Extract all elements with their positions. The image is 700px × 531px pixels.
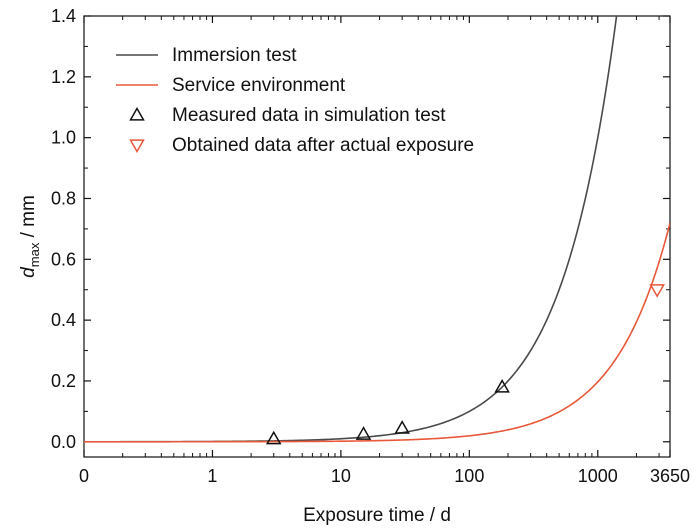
y-axis-label-unit: / mm [18,195,39,243]
x-tick-label: 3650 [650,466,690,486]
plot-frame [83,15,671,458]
x-tick-label: 0 [79,466,89,486]
y-tick-label: 0.0 [51,432,76,452]
series-line-0 [84,16,618,443]
x-axis-label: Exposure time / d [303,505,451,526]
y-tick-label: 1.0 [51,128,76,148]
legend-swatch-marker [129,139,145,154]
y-axis-label: dmax / mm [18,195,42,278]
y-tick-label: 0.4 [51,310,76,330]
x-tick-label: 1 [207,466,217,486]
legend-label: Service environment [172,75,346,96]
axis-ticks: 0 1 10 100 1000 3650 0.0 0.2 0.4 0.6 0.8 1.0 1.2 1.4 [51,6,690,486]
data-point-series-3 [649,284,665,298]
y-axis-label-subscript: max [27,242,42,267]
y-tick-label: 1.2 [51,67,76,87]
data-markers [265,284,665,445]
series-lines [84,16,670,443]
x-tick-label: 100 [454,466,484,486]
data-point-series-2 [494,379,510,393]
legend-swatch-marker [129,106,145,121]
x-tick-label: 10 [331,466,351,486]
legend-label: Measured data in simulation test [172,105,446,126]
y-tick-label: 1.4 [51,6,76,26]
legend: Immersion test Service environment Measure… [116,45,474,156]
y-tick-label: 0.6 [51,249,76,269]
y-axis-label-symbol: d [18,266,39,278]
legend-label: Immersion test [172,45,297,66]
plot-border [83,15,671,458]
x-tick-label: 1000 [578,466,618,486]
data-point-series-2 [355,426,372,440]
y-tick-label: 0.8 [51,188,76,208]
legend-label: Obtained data after actual exposure [172,135,474,156]
data-point-series-2 [394,420,410,434]
data-point-series-2 [265,430,282,445]
series-line-1 [84,222,670,443]
y-tick-label: 0.2 [51,371,76,391]
